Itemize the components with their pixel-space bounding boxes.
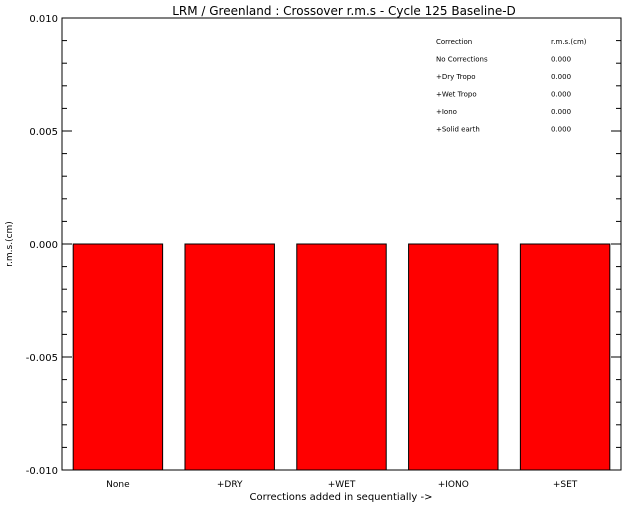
y-tick-label: -0.005 [26, 353, 58, 364]
x-tick-label: None [106, 480, 130, 490]
x-tick-label: +SET [553, 480, 578, 490]
legend-row-value: 0.000 [551, 108, 571, 116]
legend-header-correction: Correction [436, 38, 472, 46]
x-tick-label: +IONO [438, 480, 469, 490]
y-axis-label: r.m.s.(cm) [5, 221, 15, 267]
y-tick-label: 0.000 [29, 240, 58, 251]
bar-wet [296, 243, 387, 471]
bar-set [519, 243, 611, 471]
legend-row-value: 0.000 [551, 56, 571, 64]
chart-title: LRM / Greenland : Crossover r.m.s - Cycl… [172, 4, 516, 18]
legend-row-value: 0.000 [551, 126, 571, 134]
legend-row-name: +Iono [436, 108, 457, 116]
legend-row-value: 0.000 [551, 73, 571, 81]
axis-ticks: -0.010 -0.005 0.000 0.005 0.010 None +DRY +WET +… [26, 14, 621, 490]
legend-row-name: +Wet Tropo [436, 91, 477, 99]
x-tick-label: +DRY [217, 480, 243, 490]
y-tick-label: -0.010 [26, 466, 58, 477]
bar-iono [408, 243, 499, 471]
y-tick-label: 0.005 [29, 127, 58, 138]
x-axis-label: Corrections added in sequentially -> [250, 492, 433, 503]
bar-dry [184, 243, 275, 471]
legend-row-name: +Dry Tropo [436, 73, 475, 81]
legend-row-value: 0.000 [551, 91, 571, 99]
legend-row-name: No Corrections [436, 56, 488, 64]
x-tick-label: +WET [328, 480, 356, 490]
legend-row-name: +Solid earth [436, 126, 480, 134]
bars-group [72, 243, 611, 471]
y-tick-label: 0.010 [29, 14, 58, 25]
bar-none [72, 243, 164, 471]
legend-table: Correction r.m.s.(cm) No Corrections 0.000 +… [436, 38, 587, 134]
legend-header-rms: r.m.s.(cm) [551, 38, 587, 46]
